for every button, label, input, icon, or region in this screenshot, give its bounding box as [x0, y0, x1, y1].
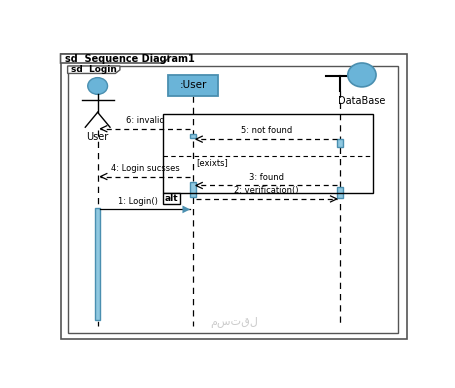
Text: 1: Login(): 1: Login() — [118, 196, 158, 206]
Text: 3: found: 3: found — [248, 173, 283, 182]
Text: [exixts]: [exixts] — [196, 159, 228, 168]
Text: 6: invalid: 6: invalid — [126, 116, 164, 125]
Circle shape — [87, 78, 107, 94]
Text: DataBase: DataBase — [338, 96, 385, 106]
Bar — [95, 208, 100, 320]
Polygon shape — [182, 206, 190, 213]
Circle shape — [347, 63, 375, 87]
Bar — [190, 182, 196, 197]
Bar — [67, 66, 397, 333]
Bar — [168, 75, 217, 96]
Text: User: User — [86, 132, 109, 142]
Bar — [163, 114, 373, 193]
Text: alt: alt — [164, 194, 178, 203]
Polygon shape — [61, 54, 168, 63]
Bar — [163, 193, 180, 204]
Text: :User: :User — [179, 80, 206, 90]
Text: مستقل: مستقل — [209, 317, 257, 328]
Polygon shape — [67, 66, 120, 73]
Text: 4: Login sucsses: 4: Login sucsses — [111, 164, 179, 173]
Text: 5: not found: 5: not found — [240, 126, 291, 135]
Bar — [336, 139, 342, 147]
Text: sd  Login: sd Login — [71, 65, 117, 74]
Text: sd  Sequence Diagram1: sd Sequence Diagram1 — [65, 54, 194, 64]
Bar — [336, 187, 342, 198]
Text: 2: verification(): 2: verification() — [233, 186, 298, 195]
Bar — [190, 134, 196, 138]
